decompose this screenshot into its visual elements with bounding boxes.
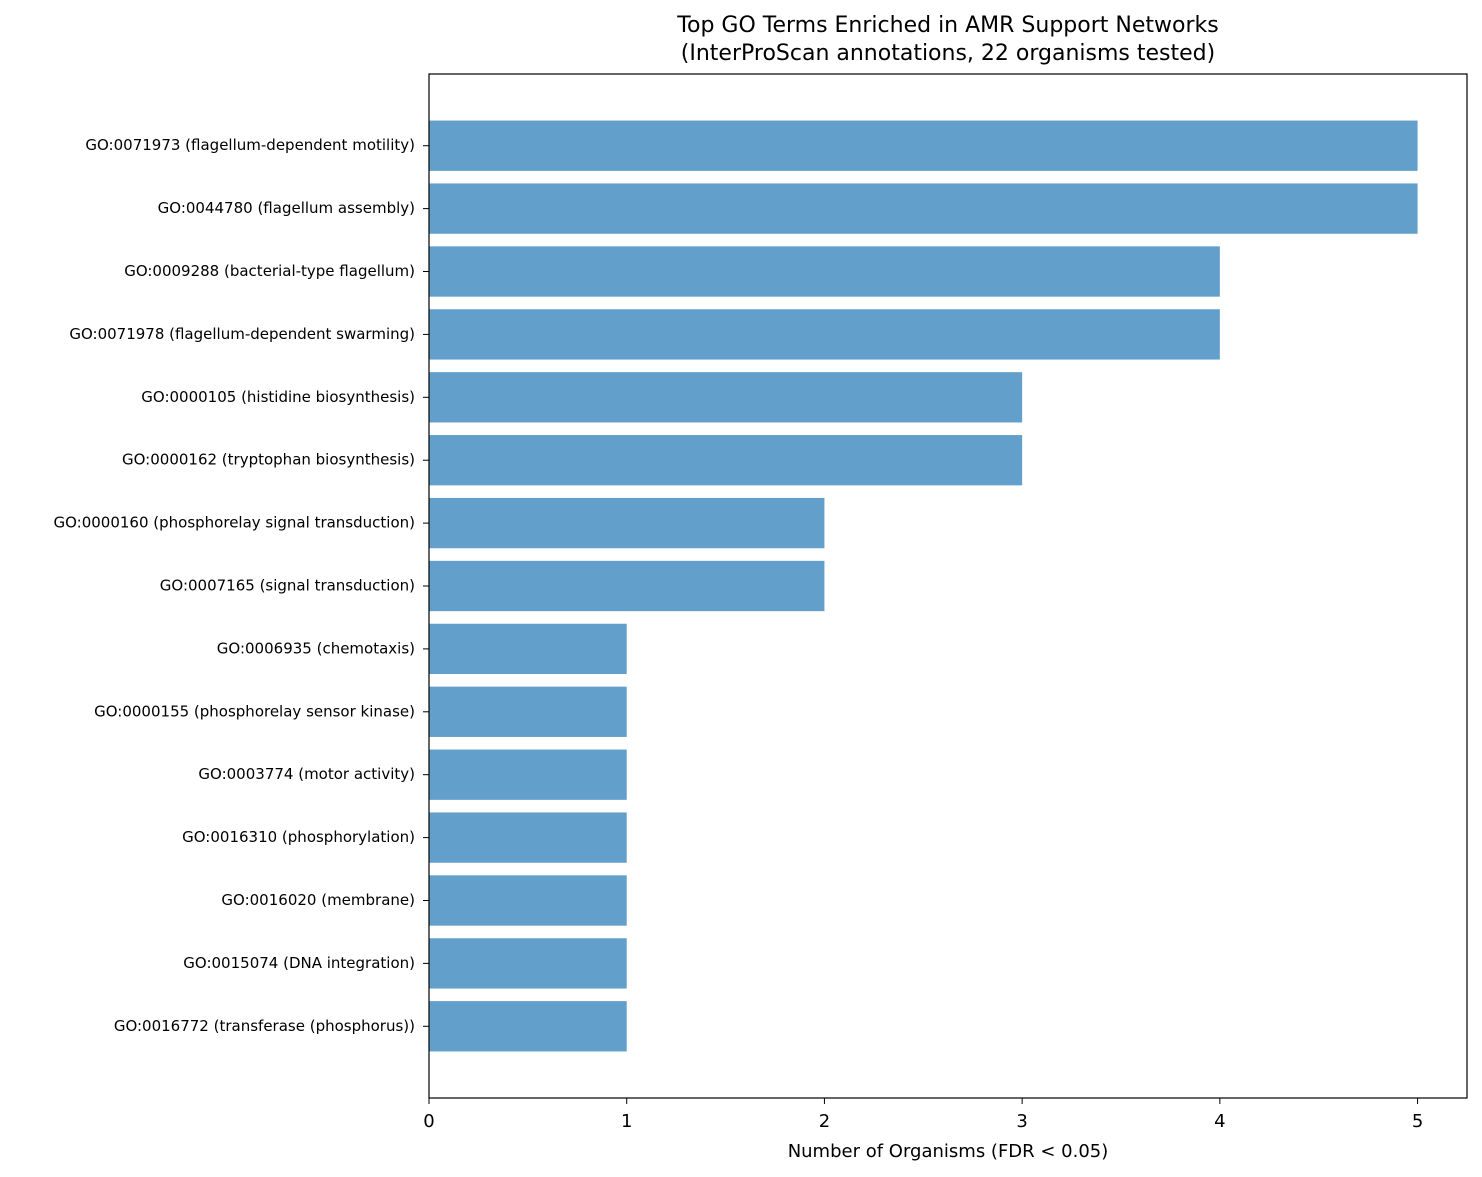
bar <box>429 938 627 989</box>
plot-frame <box>428 73 1468 1099</box>
bar <box>429 435 1023 486</box>
bar <box>429 875 627 926</box>
x-tick-label: 4 <box>1214 1111 1225 1132</box>
y-tick-label: GO:0000155 (phosphorelay sensor kinase) <box>94 702 415 720</box>
bar <box>429 372 1023 423</box>
chart-subtitle: (InterProScan annotations, 22 organisms … <box>681 41 1215 66</box>
bar <box>429 560 825 612</box>
bar <box>429 1001 627 1052</box>
y-tick-label: GO:0071973 (flagellum-dependent motility… <box>85 136 415 154</box>
x-tick-label: 1 <box>621 1111 632 1132</box>
y-tick-label: GO:0016020 (membrane) <box>221 891 415 909</box>
x-tick-label: 2 <box>819 1111 830 1132</box>
x-tick-label: 0 <box>423 1111 434 1132</box>
bar <box>429 246 1220 297</box>
chart-title: Top GO Terms Enriched in AMR Support Net… <box>676 13 1218 38</box>
bar <box>429 497 825 549</box>
bar <box>429 183 1418 234</box>
x-axis-label: Number of Organisms (FDR < 0.05) <box>788 1141 1109 1162</box>
bar <box>429 749 627 800</box>
bar <box>429 812 627 863</box>
y-tick-label: GO:0015074 (DNA integration) <box>183 954 415 972</box>
y-tick-label: GO:0006935 (chemotaxis) <box>217 639 415 657</box>
y-tick-label: GO:0000160 (phosphorelay signal transduc… <box>53 514 415 532</box>
x-tick-label: 5 <box>1412 1111 1423 1132</box>
y-tick-label: GO:0000162 (tryptophan biosynthesis) <box>122 451 415 469</box>
bar <box>429 309 1220 360</box>
y-tick-label: GO:0000105 (histidine biosynthesis) <box>141 388 415 406</box>
bar <box>429 623 627 675</box>
bar <box>429 686 627 737</box>
y-tick-label: GO:0071978 (flagellum-dependent swarming… <box>69 325 415 343</box>
y-tick-label: GO:0044780 (flagellum assembly) <box>158 199 415 217</box>
y-tick-label: GO:0007165 (signal transduction) <box>160 577 415 595</box>
y-tick-label: GO:0016310 (phosphorylation) <box>182 828 415 846</box>
y-tick-label: GO:0009288 (bacterial-type flagellum) <box>124 262 415 280</box>
y-tick-label: GO:0003774 (motor activity) <box>198 765 415 783</box>
bar <box>429 120 1418 171</box>
x-tick-label: 3 <box>1016 1111 1027 1132</box>
y-tick-label: GO:0016772 (transferase (phosphorus)) <box>114 1017 415 1035</box>
